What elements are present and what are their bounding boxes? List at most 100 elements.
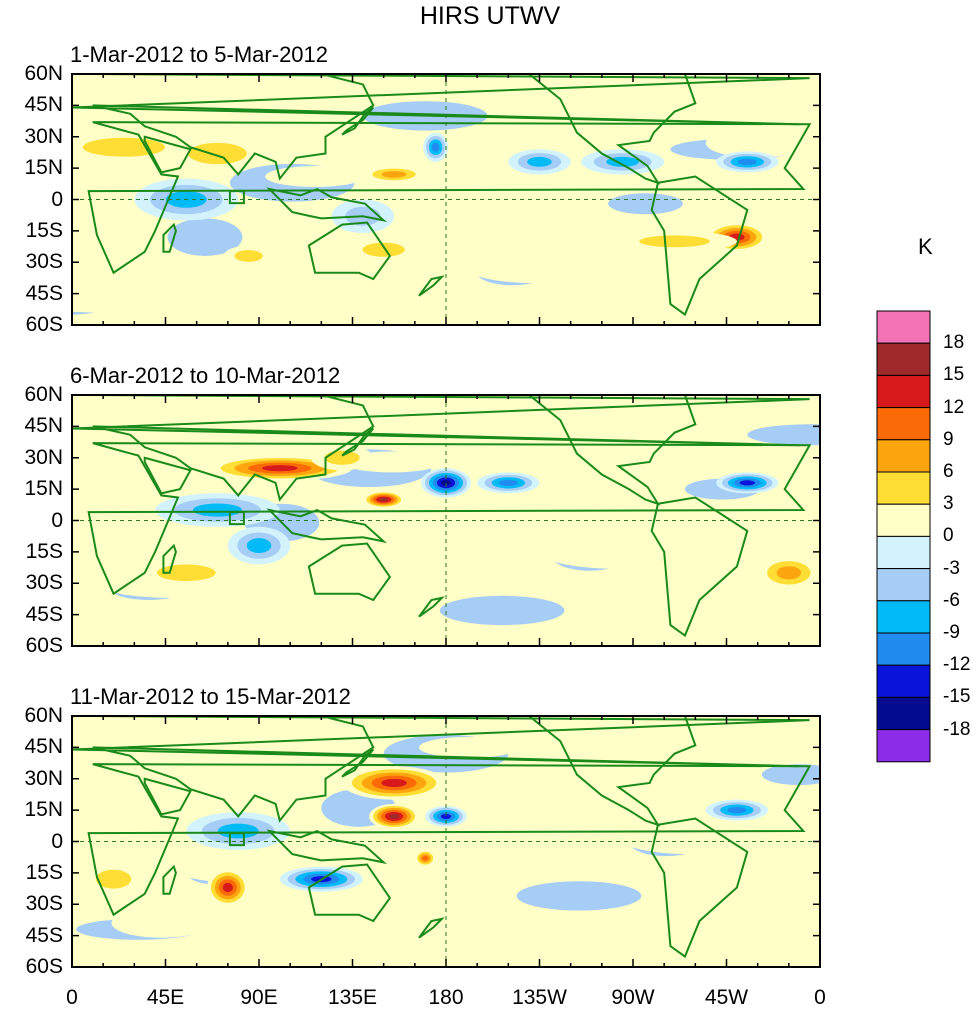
coastline-north-america: [475, 395, 697, 506]
coastline-box: [228, 511, 245, 526]
lon-label: 90E: [240, 986, 278, 1009]
lat-label: 15S: [25, 860, 63, 884]
colorbar-swatch: [876, 342, 931, 376]
coastline-europe-asia: [72, 74, 810, 181]
colorbar-swatch: [876, 310, 931, 344]
colorbar-level-label: -9: [943, 622, 960, 643]
panel-2-subtitle: 6-Mar-2012 to 10-Mar-2012: [70, 363, 341, 388]
weak-anomaly: [265, 166, 365, 187]
colorbar: [876, 310, 931, 763]
weak-anomaly: [537, 530, 688, 569]
anomaly-1-level-2: [188, 142, 247, 165]
lat-label: 0: [51, 508, 63, 532]
coastline-arabia: [143, 135, 192, 174]
colorbar-swatch: [876, 632, 931, 666]
colorbar-level-label: -6: [943, 589, 960, 611]
colorbar-level-label: 6: [943, 461, 954, 482]
colorbar-swatch: [876, 696, 931, 731]
lat-label: 15N: [24, 477, 63, 501]
lat-label: 60N: [24, 704, 63, 727]
coastline-madagascar: [162, 543, 177, 574]
chart-title: HIRS UTWV: [419, 2, 561, 30]
coastline-north-america: [475, 716, 697, 827]
anomaly-6-level-4: [727, 806, 747, 814]
panel-2: [71, 394, 821, 647]
anomaly-2-level-5: [222, 882, 233, 893]
colorbar-level-label: -15: [943, 686, 971, 708]
panel-1-subtitle: 1-Mar-2012 to 5-Mar-2012: [70, 42, 329, 67]
anomaly-7-level-3: [217, 823, 259, 839]
coastline-japan: [341, 106, 375, 136]
weak-anomaly: [418, 736, 519, 758]
colorbar-swatch: [876, 729, 931, 763]
anomaly-3-level-2: [362, 242, 405, 257]
coastline-arabia: [143, 456, 192, 495]
weak-anomaly: [167, 218, 243, 256]
lat-label: 45S: [25, 602, 63, 626]
coastline-africa: [87, 121, 812, 275]
lat-label: 45S: [25, 281, 63, 305]
lat-label: 60S: [25, 955, 63, 978]
coastline-indonesia: [266, 829, 388, 865]
lat-label: 30S: [25, 250, 63, 274]
coastline-south-america: [650, 496, 749, 638]
lat-label: 30N: [24, 766, 63, 790]
anomaly-7-level-4: [431, 142, 440, 152]
lat-label: 0: [51, 829, 63, 853]
coastline-box: [228, 190, 245, 205]
coastline-madagascar: [162, 864, 177, 895]
coastline-north-america: [475, 74, 697, 185]
lat-label: 15S: [25, 218, 63, 242]
lon-label: 90W: [611, 986, 655, 1009]
anomaly-0-level-5: [261, 465, 298, 472]
anomaly-8-level-3: [527, 156, 552, 167]
anomaly-8-level-2: [95, 869, 132, 889]
colorbar-swatch: [876, 439, 931, 473]
coastline-box: [228, 832, 245, 847]
coastline-australia: [307, 542, 392, 602]
weak-anomaly: [111, 908, 212, 938]
anomaly-0-level-5: [381, 778, 407, 788]
coastline-japan: [341, 427, 375, 457]
colorbar-level-label: 18: [943, 332, 965, 354]
coastline-australia: [307, 221, 392, 281]
lat-label: 45N: [24, 735, 63, 759]
colorbar-level-label: 3: [943, 493, 954, 515]
coastline-indonesia: [266, 508, 388, 544]
coastline-europe-asia: [72, 395, 810, 502]
anomaly-1-level-6: [388, 813, 400, 819]
panel-3-subtitle: 11-Mar-2012 to 15-Mar-2012: [70, 684, 351, 709]
weak-anomaly: [747, 424, 820, 446]
weak-anomaly: [516, 881, 642, 911]
colorbar-swatch: [876, 535, 931, 570]
colorbar-level-label: -12: [943, 654, 971, 676]
anomaly-4-level-5: [440, 813, 452, 819]
lat-label: 30N: [24, 124, 63, 148]
anomaly-8-level-3: [192, 503, 242, 517]
anomaly-10-level-4: [737, 158, 757, 166]
colorbar-level-label: 15: [943, 364, 965, 386]
weak-anomaly: [705, 128, 806, 158]
lon-label: 135W: [512, 986, 567, 1009]
anomaly-2-level-3: [381, 171, 407, 178]
coastline-new-zealand: [418, 596, 445, 618]
panel-3: [71, 715, 821, 968]
colorbar-swatch: [876, 407, 931, 441]
coastline-new-zealand: [418, 275, 445, 297]
lat-label: 0: [51, 187, 63, 211]
coastline-japan: [341, 748, 375, 778]
lat-label: 60S: [25, 634, 63, 657]
anomaly-9-level-3: [246, 538, 272, 554]
lat-label: 60N: [24, 383, 63, 406]
lon-label: 135E: [327, 986, 378, 1009]
weak-anomaly: [614, 816, 764, 855]
anomaly-6-level-4: [498, 479, 518, 487]
lat-label: 45S: [25, 923, 63, 947]
lat-label: 30S: [25, 571, 63, 595]
lat-label: 15N: [24, 156, 63, 180]
colorbar-unit: K: [918, 234, 933, 259]
coastline-new-zealand: [418, 917, 445, 939]
lon-label: 45E: [146, 986, 185, 1009]
coastline-arabia: [143, 777, 192, 816]
